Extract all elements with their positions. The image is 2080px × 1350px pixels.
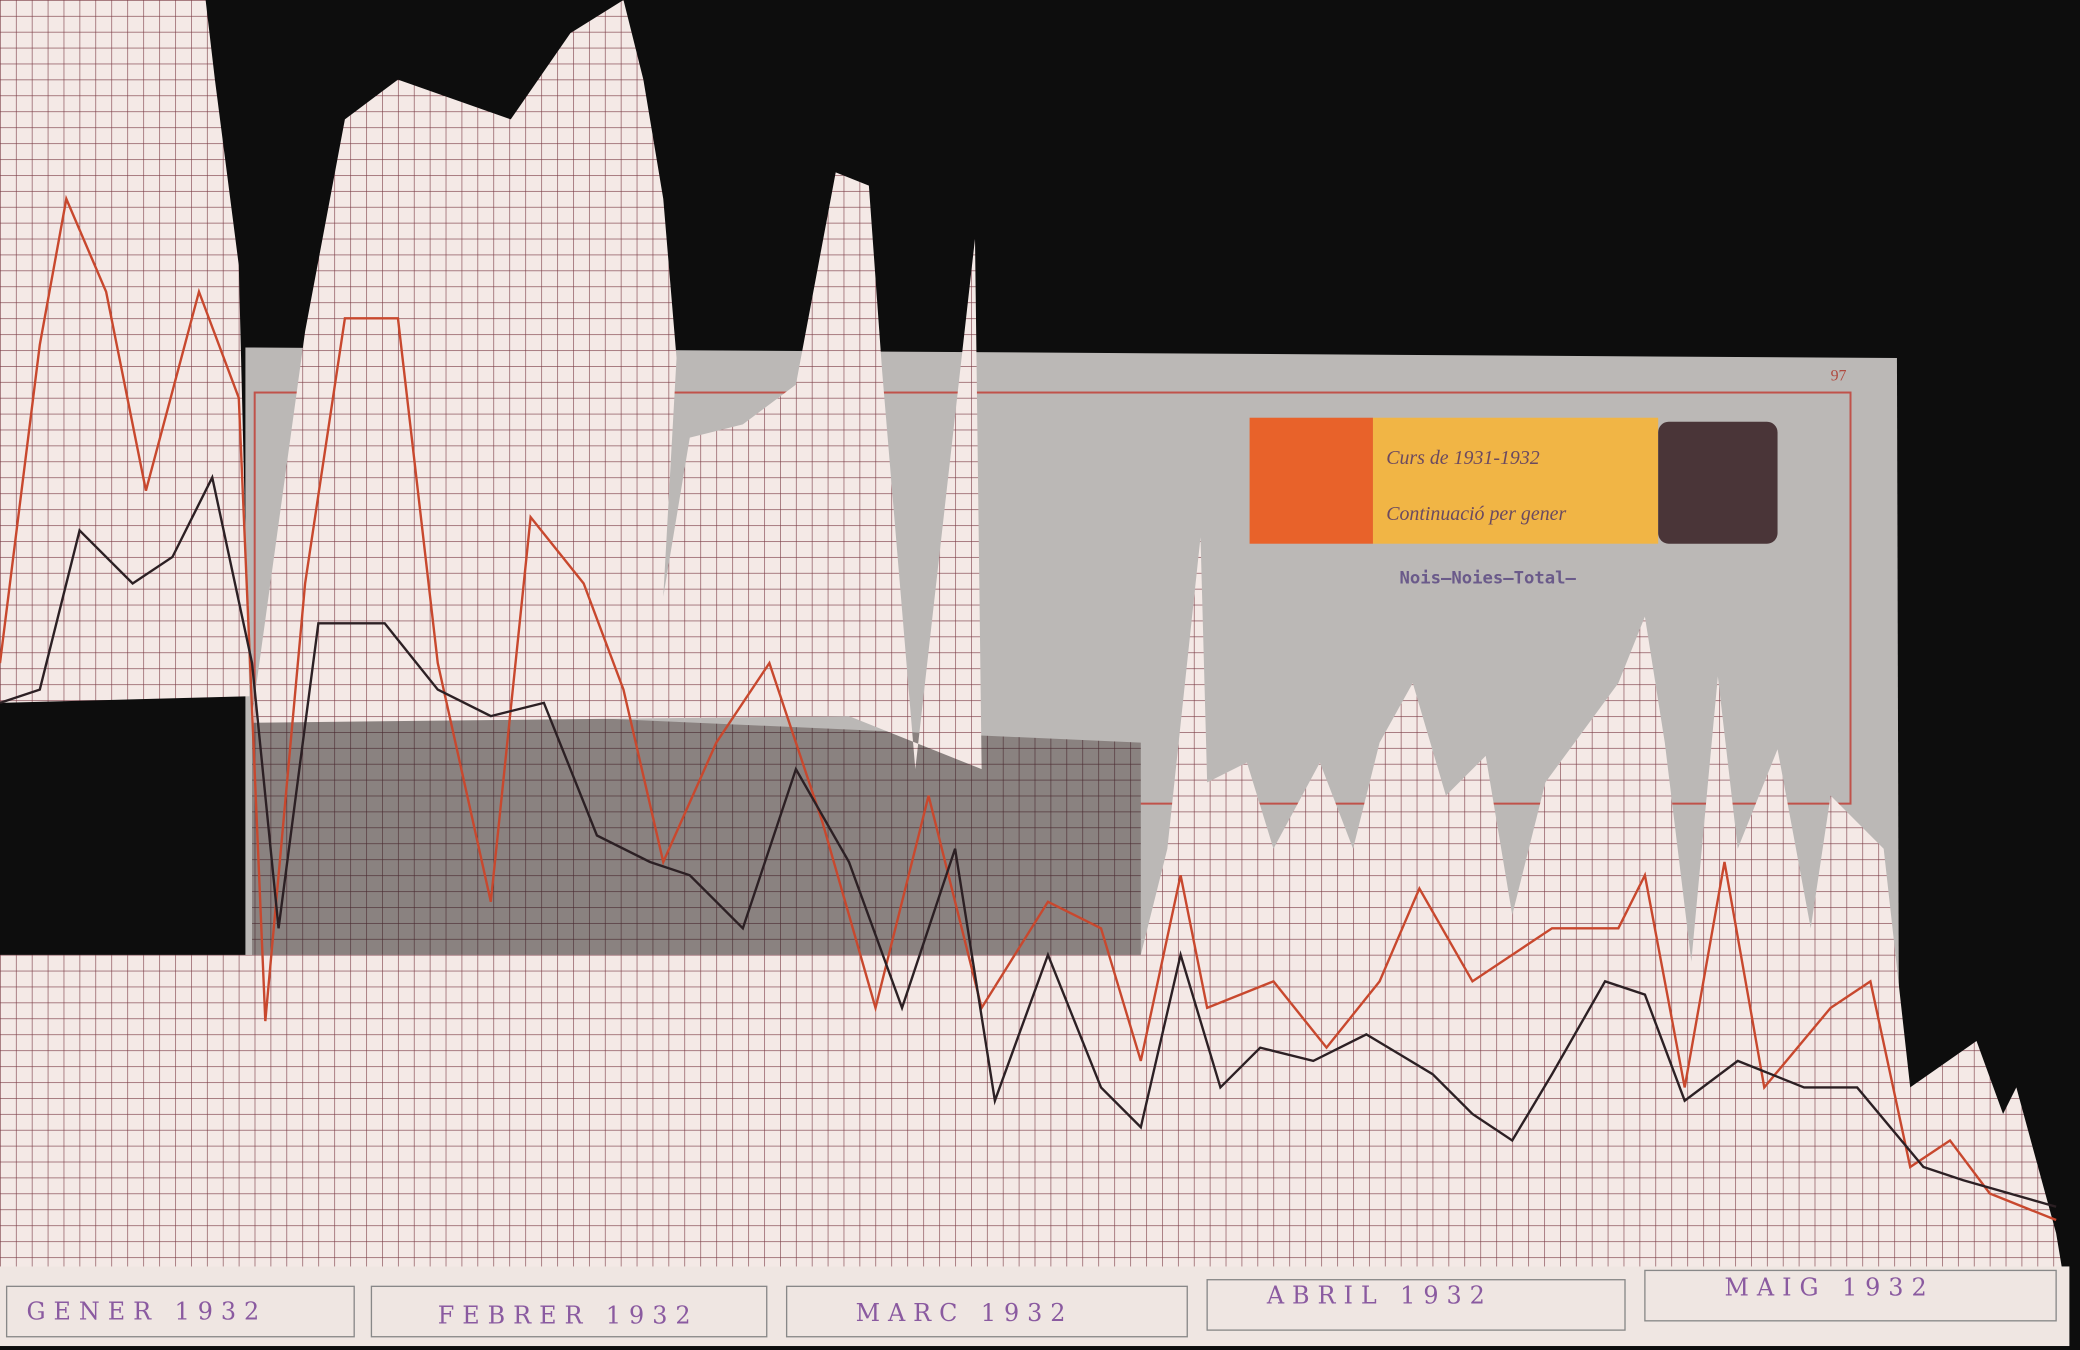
paper-shadow xyxy=(252,702,1141,955)
legend-caption: Nois—Noies—Total— xyxy=(1399,568,1576,588)
handwritten-note: Curs de 1931-1932 xyxy=(1386,447,1540,469)
month-label: MAIG 1932 xyxy=(1724,1274,1934,1302)
paper-spikes xyxy=(252,0,982,770)
month-label: ABRIL 1932 xyxy=(1266,1282,1493,1310)
handwritten-note: Continuació per gener xyxy=(1386,503,1566,525)
label-box xyxy=(1206,1279,1626,1331)
label-box xyxy=(1644,1269,2057,1322)
decorative-line xyxy=(0,194,2057,1222)
label-box xyxy=(370,1285,768,1338)
swatch-orange xyxy=(1249,417,1373,544)
paper-main xyxy=(0,537,2063,1274)
month-label: MARC 1932 xyxy=(856,1299,1074,1327)
label-box xyxy=(785,1285,1188,1338)
month-label: FEBRER 1932 xyxy=(438,1301,699,1329)
label-box xyxy=(5,1285,355,1338)
swatch-dark xyxy=(1658,421,1778,544)
legend-label xyxy=(1372,417,1659,544)
page-number: 97 xyxy=(1831,368,1847,385)
label-strip xyxy=(0,1266,2070,1347)
decorative-line xyxy=(0,473,2057,1208)
paper-flap xyxy=(0,0,250,703)
month-label: GENER 1932 xyxy=(27,1298,268,1326)
